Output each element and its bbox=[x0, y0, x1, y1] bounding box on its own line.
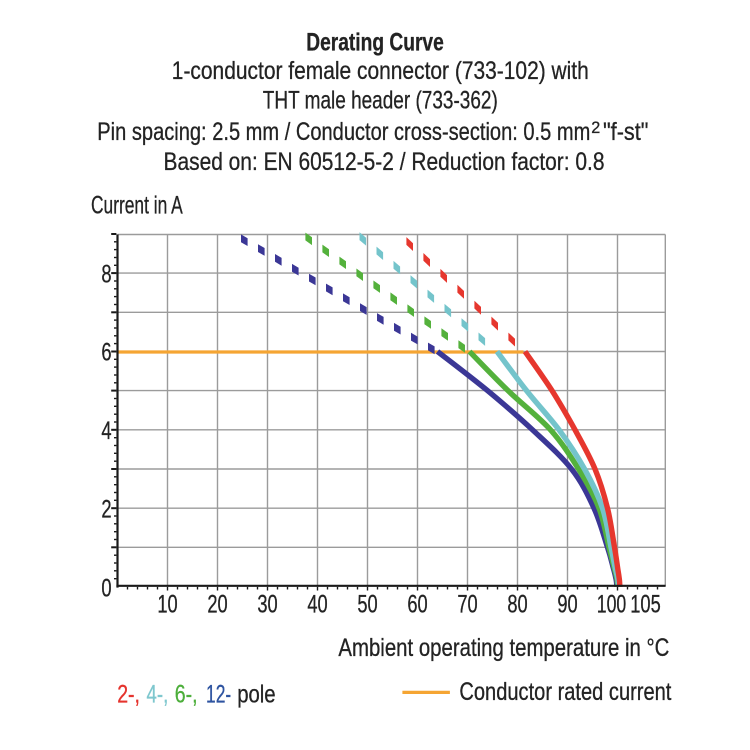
svg-text:1-conductor female connector (: 1-conductor female connector (733-102) w… bbox=[172, 57, 589, 85]
svg-text:105: 105 bbox=[630, 590, 661, 618]
svg-text:THT male header (733-362): THT male header (733-362) bbox=[263, 86, 498, 114]
svg-text:4: 4 bbox=[101, 417, 111, 445]
svg-text:50: 50 bbox=[357, 590, 377, 618]
svg-text:4-,: 4-, bbox=[147, 681, 169, 709]
svg-text:Based on: EN 60512-5-2 / Reduc: Based on: EN 60512-5-2 / Reduction facto… bbox=[164, 148, 605, 176]
svg-text:90: 90 bbox=[557, 590, 577, 618]
svg-text:2-,: 2-, bbox=[117, 681, 140, 709]
svg-text:30: 30 bbox=[257, 590, 277, 618]
svg-text:10: 10 bbox=[157, 590, 177, 618]
svg-text:Derating Curve: Derating Curve bbox=[306, 28, 444, 56]
svg-text:8: 8 bbox=[101, 260, 111, 288]
svg-text:Current in A: Current in A bbox=[91, 192, 183, 220]
svg-text:6-,: 6-, bbox=[175, 681, 198, 709]
svg-text:20: 20 bbox=[207, 590, 227, 618]
svg-text:80: 80 bbox=[507, 590, 527, 618]
svg-text:Ambient operating temperature: Ambient operating temperature in °C bbox=[338, 634, 669, 662]
svg-text:70: 70 bbox=[457, 590, 477, 618]
svg-text:0: 0 bbox=[101, 575, 111, 603]
svg-text:60: 60 bbox=[407, 590, 427, 618]
svg-text:6: 6 bbox=[101, 339, 111, 367]
svg-text:"f-st": "f-st" bbox=[603, 118, 648, 146]
svg-text:100: 100 bbox=[597, 590, 627, 618]
svg-text:Conductor rated current: Conductor rated current bbox=[459, 678, 671, 706]
svg-text:2: 2 bbox=[591, 118, 600, 137]
svg-text:Pin spacing: 2.5 mm / Conducto: Pin spacing: 2.5 mm / Conductor cross-se… bbox=[97, 118, 590, 146]
svg-text:40: 40 bbox=[307, 590, 327, 618]
svg-text:2: 2 bbox=[101, 495, 111, 523]
svg-text:pole: pole bbox=[237, 681, 275, 709]
svg-text:12-: 12- bbox=[206, 681, 231, 709]
